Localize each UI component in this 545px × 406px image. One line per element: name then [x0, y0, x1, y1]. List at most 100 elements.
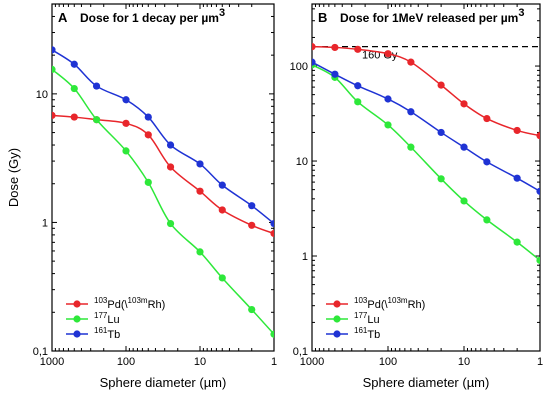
legend-label-text: Pd(\	[107, 299, 128, 311]
data-point-pd	[52, 111, 56, 119]
legend-marker-pd	[333, 300, 341, 308]
legend-label-superscript: 177	[94, 311, 108, 320]
legend-label: 161Tb	[94, 326, 120, 341]
legend-label-text: Lu	[107, 314, 119, 326]
data-point-pd	[483, 114, 491, 123]
x-axis-label: Sphere diameter (µm)	[100, 375, 227, 390]
y-tick-label: 1	[42, 217, 48, 229]
data-point-lu	[218, 274, 226, 282]
legend-marker-lu	[73, 315, 81, 323]
data-point-tb	[354, 82, 362, 90]
series-group	[52, 46, 274, 338]
legend-marker-lu	[333, 315, 341, 323]
data-point-tb	[248, 202, 256, 210]
data-point-pd	[384, 50, 392, 58]
y-tick-label: 0,1	[33, 346, 48, 358]
x-tick-label: 1000	[300, 356, 324, 368]
legend-label-text: Pd(\	[367, 299, 388, 311]
panel-title: Dose for 1 decay per µm3	[80, 7, 225, 25]
data-point-pd	[513, 126, 521, 135]
data-point-pd	[196, 187, 204, 195]
data-point-tb	[70, 60, 78, 68]
data-point-tb	[144, 113, 152, 121]
x-tick-label: 10	[194, 356, 206, 368]
panel-letter: B	[318, 10, 327, 25]
data-point-tb	[312, 58, 316, 66]
series-line-lu	[52, 68, 274, 335]
legend-label-superscript: 103m	[388, 296, 408, 305]
y-tick-label: 10	[296, 156, 308, 168]
legend-label: 103Pd(\103mRh)	[94, 296, 165, 311]
data-point-tb	[166, 141, 175, 149]
panel-a: 0,1 1 10 1000 100 10 1 Sphere diameter (µm) Dose…	[6, 3, 277, 390]
data-point-lu	[354, 98, 362, 106]
series-line-tb	[52, 49, 274, 225]
data-point-lu	[270, 330, 274, 338]
legend-label-superscript: 103m	[128, 296, 148, 305]
x-tick-label: 100	[379, 356, 397, 368]
x-tick-label: 10	[458, 356, 470, 368]
data-point-tb	[460, 143, 468, 151]
legend-label: 177Lu	[354, 311, 380, 326]
data-point-lu	[460, 197, 468, 205]
data-point-pd	[331, 43, 339, 52]
y-axis-label: Dose (Gy)	[6, 148, 21, 207]
data-point-pd	[312, 43, 316, 51]
data-point-tb	[437, 128, 445, 137]
data-point-pd	[70, 113, 78, 121]
plot-frame	[311, 3, 541, 352]
y-tick-label: 10	[36, 89, 48, 101]
data-point-lu	[513, 238, 521, 246]
data-point-tb	[483, 158, 491, 166]
x-tick-label: 1	[537, 356, 543, 368]
panel-title: Dose for 1MeV released per µm3	[340, 7, 524, 25]
x-axis-label: Sphere diameter (µm)	[363, 375, 490, 390]
y-tick-label: 100	[290, 61, 308, 73]
series-line-pd	[312, 45, 540, 137]
data-point-tb	[122, 96, 130, 104]
data-point-tb	[92, 82, 101, 90]
data-point-tb	[218, 181, 226, 189]
data-point-pd	[536, 132, 540, 140]
legend-label: 177Lu	[94, 311, 120, 326]
data-point-pd	[354, 45, 362, 53]
y-tick-label: 0,1	[293, 346, 308, 358]
data-point-tb	[513, 174, 521, 182]
legend-label-superscript: 103	[94, 296, 108, 305]
data-point-tb	[196, 160, 204, 168]
data-point-pd	[460, 100, 468, 108]
data-point-lu	[166, 219, 175, 228]
legend-label-text: Tb	[367, 329, 380, 341]
legend-label-superscript: 161	[354, 326, 368, 335]
data-point-lu	[248, 305, 256, 314]
legend-label-superscript: 161	[94, 326, 108, 335]
legend-label-superscript: 103	[354, 296, 368, 305]
data-point-lu	[536, 256, 540, 264]
panel-title-superscript: 3	[518, 7, 524, 19]
panel-title-superscript: 3	[219, 7, 225, 19]
legend-label: 103Pd(\103mRh)	[354, 296, 425, 311]
data-point-tb	[52, 46, 56, 54]
series-line-lu	[312, 64, 540, 261]
panel-letter: A	[58, 10, 68, 25]
legend-label: 161Tb	[354, 326, 380, 341]
legend-label-text: Tb	[107, 329, 120, 341]
data-point-lu	[384, 121, 392, 129]
data-point-lu	[70, 84, 78, 93]
x-tick-label: 1	[271, 356, 277, 368]
y-tick-label: 1	[302, 251, 308, 263]
x-tick-label: 1000	[40, 356, 64, 368]
data-point-lu	[144, 178, 152, 186]
data-point-pd	[166, 163, 175, 171]
legend-marker-tb	[73, 330, 81, 338]
panel-b: 0,1 1 10 100 1000 100 10 1 Sphere diameter (µm) B…	[290, 3, 543, 390]
legend-marker-pd	[73, 300, 81, 308]
data-point-pd	[144, 131, 152, 139]
legend-label-text: Lu	[367, 314, 379, 326]
data-point-lu	[52, 65, 56, 73]
data-point-pd	[122, 119, 130, 127]
data-point-lu	[483, 216, 491, 224]
legend-label-text: Rh)	[408, 299, 426, 311]
data-point-pd	[270, 229, 274, 238]
